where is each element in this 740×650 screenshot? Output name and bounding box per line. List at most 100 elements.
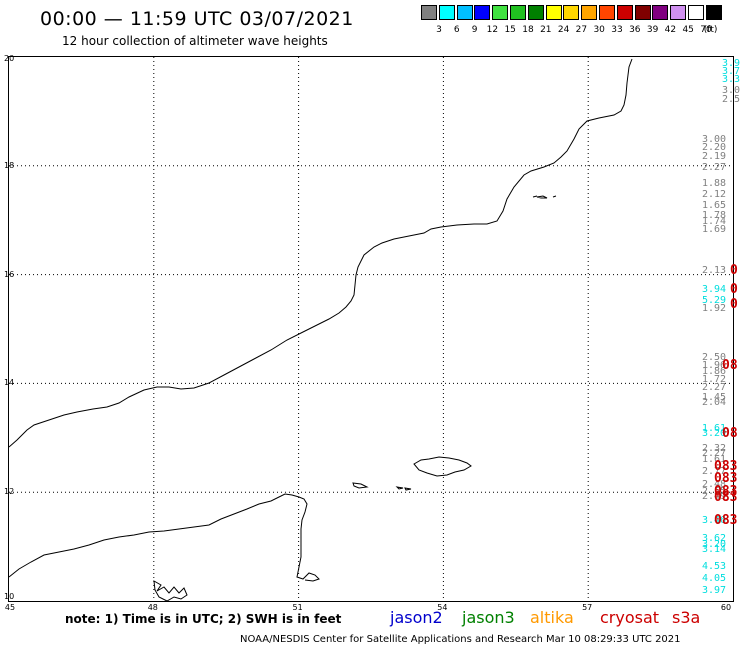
- wave-height-value: 3.05: [722, 85, 740, 97]
- wave-height-value: 2.04: [702, 397, 727, 409]
- abd-al-kuri-island: [352, 482, 369, 489]
- legend-label: 21: [540, 25, 552, 35]
- legend-unit: (ft): [703, 25, 718, 35]
- legend-swatch: [670, 5, 687, 20]
- map-panel: [8, 56, 735, 603]
- satellite-label-s3a: s3a: [672, 608, 701, 627]
- wave-height-value: 2.27: [702, 381, 727, 393]
- longitude-label: 48: [147, 603, 158, 612]
- wave-height-value: 1.96: [702, 360, 727, 372]
- legend-swatch: [421, 5, 437, 20]
- wave-height-value: 2.32: [702, 442, 727, 454]
- kuria-muria-islands: [532, 195, 557, 199]
- wave-height-value: 3.94: [722, 58, 740, 70]
- legend-label: 9: [471, 25, 478, 35]
- wave-height-value: 3.77: [722, 66, 740, 78]
- wave-height-value: 1.72: [702, 373, 727, 385]
- wave-height-value: 2.27: [702, 161, 727, 173]
- legend-swatch: [527, 5, 544, 20]
- legend-swatch: [545, 5, 562, 20]
- wave-height-value: 4.05: [702, 573, 727, 585]
- cryosat-track-label: 08: [722, 426, 738, 442]
- wave-height-value: 3.97: [702, 585, 727, 597]
- wave-height-value: 2.12: [702, 188, 727, 200]
- cryosat-track-label: 08: [722, 358, 738, 374]
- wave-height-value: 3.00: [702, 134, 727, 146]
- wave-height-value: 3.39: [722, 74, 740, 86]
- wave-height-value: 1.86: [702, 365, 727, 377]
- page-title: 00:00 — 11:59 UTC 03/07/2021: [40, 8, 354, 30]
- legend-swatch: [456, 5, 473, 20]
- cryosat-track-label: 0: [730, 281, 738, 297]
- legend-label: 15: [504, 25, 516, 35]
- wave-height-value: 2.50: [702, 351, 727, 363]
- wave-height-value: 1.65: [702, 199, 727, 211]
- wave-height-value: 2.48: [702, 478, 727, 490]
- footnote: note: 1) Time is in UTC; 2) SWH is in fe…: [65, 612, 342, 626]
- wave-height-value: 3.14: [702, 543, 727, 555]
- legend-swatch: [474, 5, 491, 20]
- wave-height-value: 2.49: [702, 490, 727, 502]
- wave-height-value: 1.92: [702, 302, 727, 314]
- legend-swatch: [581, 5, 598, 20]
- wave-height-value: 3.94: [702, 283, 727, 295]
- legend-label: 39: [646, 25, 659, 35]
- legend-swatch: [634, 5, 651, 20]
- legend-label: 24: [557, 25, 570, 35]
- legend-label: 12: [486, 25, 499, 35]
- wave-height-value: 1.61: [702, 422, 727, 434]
- satellite-label-jason3: jason3: [462, 608, 515, 627]
- islet-1: [395, 486, 404, 490]
- wave-height-value: 2.19: [702, 150, 727, 162]
- latitude-label: 14: [4, 378, 15, 388]
- longitude-label: 45: [4, 603, 16, 612]
- wave-height-value: 2.20: [702, 142, 727, 154]
- legend-label: 33: [611, 25, 623, 35]
- latitude-label: 10: [4, 592, 15, 601]
- wave-height-value: 5.29: [702, 294, 727, 306]
- cryosat-track-label: 083: [714, 458, 738, 474]
- somalia-coastline: [9, 493, 320, 582]
- cryosat-track-label: 0: [730, 297, 738, 313]
- latitude-label: 18: [4, 160, 15, 170]
- map-canvas: [9, 57, 735, 603]
- islet-2: [404, 487, 412, 491]
- wave-height-value: 1.74: [702, 215, 727, 227]
- cryosat-track-label: 083: [714, 484, 738, 500]
- legend-label: 42: [664, 25, 677, 35]
- wave-height-value: 2.13: [702, 264, 727, 276]
- latitude-label: 20: [4, 54, 15, 63]
- wave-height-value: 3.20: [702, 428, 727, 440]
- legend-swatch: [492, 5, 509, 20]
- wave-height-value: 4.53: [702, 561, 727, 573]
- longitude-label: 60: [720, 603, 732, 612]
- latitude-label: 12: [4, 487, 15, 497]
- wave-height-value: 2.77: [702, 466, 727, 478]
- credit-line: NOAA/NESDIS Center for Satellite Applica…: [240, 634, 681, 645]
- wave-height-value: 1.69: [702, 224, 727, 236]
- page-subtitle: 12 hour collection of altimeter wave hei…: [62, 34, 328, 48]
- legend-label: 45: [682, 25, 694, 35]
- cryosat-track-label: 0: [730, 262, 738, 278]
- wave-height-value: 1.61: [702, 453, 727, 465]
- wave-height-value: 1.88: [702, 177, 727, 189]
- wave-height-value: 2.27: [702, 448, 727, 460]
- legend-swatch: [438, 5, 455, 20]
- legend-label: 30: [593, 25, 605, 35]
- satellite-label-jason2: jason2: [390, 608, 443, 627]
- socotra-island: [413, 456, 472, 477]
- wave-height-value: 3.62: [702, 533, 727, 545]
- satellite-label-cryosat: cryosat: [600, 608, 660, 627]
- longitude-label: 57: [582, 603, 593, 612]
- wave-height-value: 1.78: [702, 210, 727, 222]
- wave-height-value: 3.20: [702, 538, 727, 550]
- longitude-label: 54: [437, 603, 448, 612]
- legend-swatch: [652, 5, 669, 20]
- cryosat-track-label: 083: [714, 513, 738, 529]
- legend-swatch: [688, 5, 704, 20]
- legend-swatch: [616, 5, 633, 20]
- legend-label: 18: [522, 25, 534, 35]
- satellite-label-altika: altika: [530, 608, 574, 627]
- legend-label: 70: [700, 25, 712, 35]
